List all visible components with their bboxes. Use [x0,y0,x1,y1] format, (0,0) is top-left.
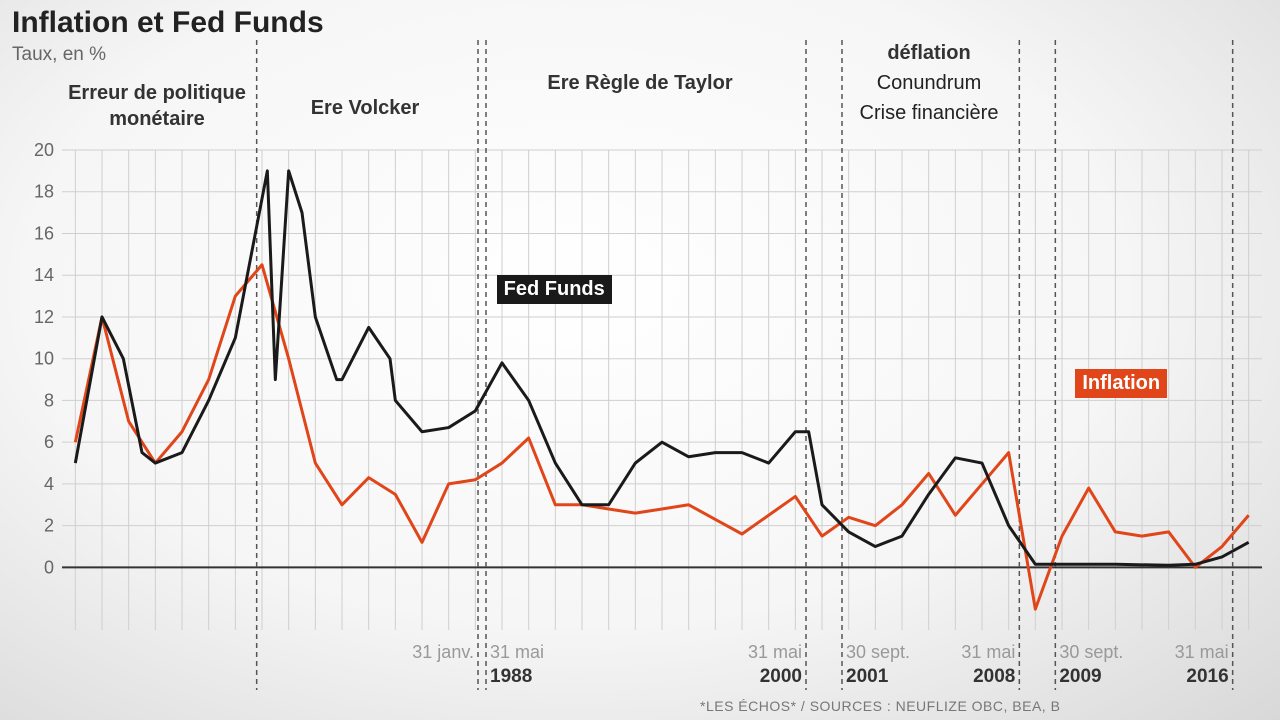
y-tick-label: 14 [34,265,54,285]
y-tick-label: 6 [44,432,54,452]
y-tick-label: 4 [44,474,54,494]
y-tick-label: 12 [34,307,54,327]
y-tick-label: 0 [44,557,54,577]
y-tick-label: 20 [34,140,54,160]
divider-date-label: 31 janv. [412,642,474,662]
y-tick-label: 18 [34,182,54,202]
era-label-taylor: Ere Règle de Taylor [547,72,733,94]
divider-date-label: 31 mai [1174,642,1229,662]
divider-year-label: 2000 [759,666,802,687]
divider-year-label: 2009 [1059,666,1102,687]
y-tick-label: 16 [34,223,54,243]
fed-funds-callout: Fed Funds [496,275,612,305]
divider-date-label: 30 sept. [1059,642,1124,662]
divider-date-label: 30 sept. [846,642,911,662]
inflation-callout: Inflation [1075,369,1168,399]
era-label-policy-error: Erreur de politique monétaire [68,82,246,130]
y-tick-label: 10 [34,349,54,369]
divider-year-label: 1988 [490,666,533,687]
divider-year-label: 2001 [846,666,889,687]
era-label-conundrum: Conundrum [876,72,982,94]
divider-year-label: 2016 [1186,666,1229,687]
y-tick-label: 2 [44,516,54,536]
source-footer: *LES ÉCHOS* / SOURCES : NEUFLIZE OBC, BE… [700,698,1061,714]
divider-year-label: 2008 [973,666,1016,687]
divider-date-label: 31 mai [747,642,802,662]
divider-date-label: 31 mai [490,642,545,662]
y-tick-label: 8 [44,390,54,410]
divider-date-label: 31 mai [961,642,1016,662]
chart-subtitle: Taux, en % [12,44,106,65]
era-label-deflation: déflation [887,42,971,64]
era-label-volcker: Ere Volcker [310,97,420,119]
chart-title: Inflation et Fed Funds [12,6,324,39]
era-label-crisis: Crise financière [859,102,999,124]
